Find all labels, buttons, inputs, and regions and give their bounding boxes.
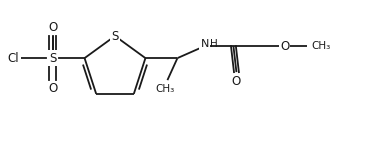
Text: H: H [210, 39, 218, 49]
Text: O: O [280, 40, 289, 53]
Text: O: O [232, 75, 241, 88]
Text: O: O [48, 21, 57, 34]
Text: CH₃: CH₃ [311, 41, 330, 51]
Text: Cl: Cl [7, 52, 19, 65]
Text: S: S [111, 30, 119, 42]
Text: N: N [200, 39, 209, 49]
Text: CH₃: CH₃ [156, 84, 175, 94]
Text: S: S [49, 52, 56, 65]
Text: O: O [48, 82, 57, 95]
